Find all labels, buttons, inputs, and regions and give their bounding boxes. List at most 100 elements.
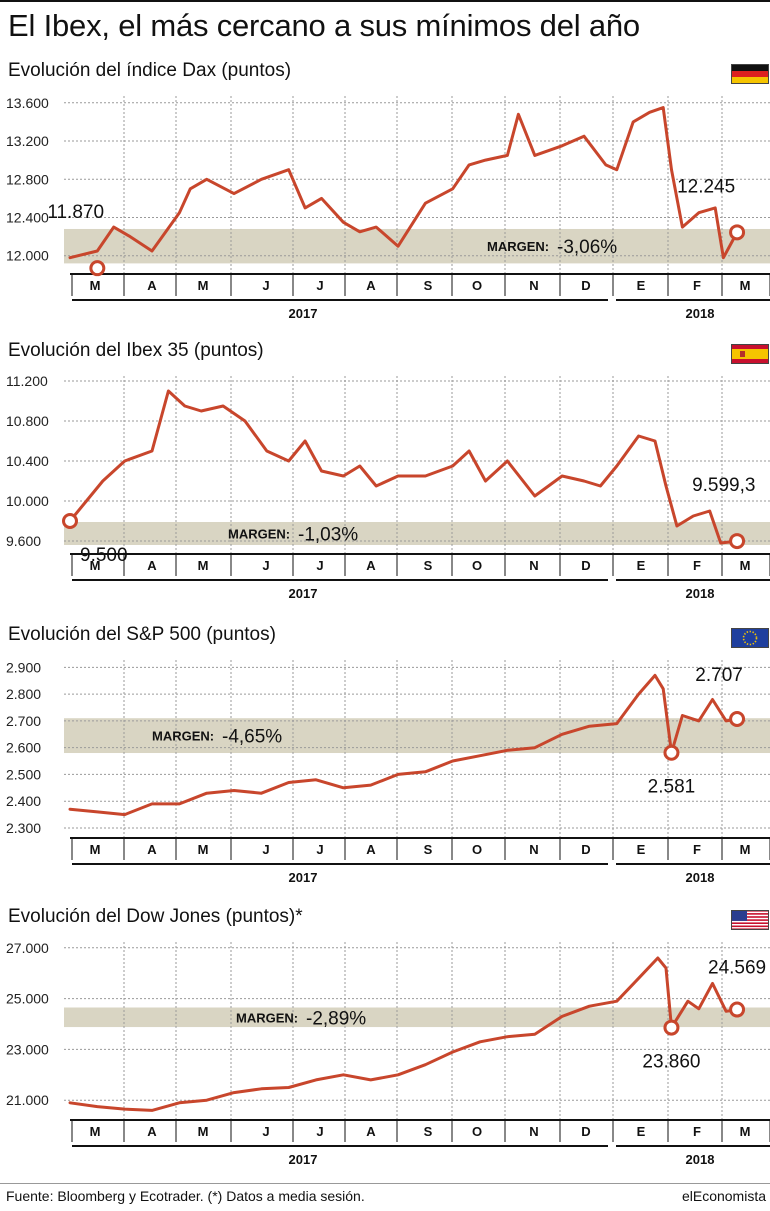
margin-label: MARGEN: -3,06%	[487, 237, 617, 258]
month-label: A	[147, 1124, 157, 1139]
month-label: M	[740, 558, 751, 573]
month-label: E	[637, 842, 646, 857]
usa-flag-icon	[731, 910, 769, 930]
month-label: O	[472, 558, 482, 573]
y-tick-label: 25.000	[6, 991, 49, 1007]
year-label: 2018	[686, 870, 715, 885]
month-label: M	[90, 1124, 101, 1139]
sp500-chart: 2.300 2.400 2.500 2.600 2.700 2.800 2.900 M A M J J…	[6, 659, 770, 885]
month-label: D	[581, 1124, 590, 1139]
footer-rule	[0, 1183, 770, 1184]
year-label: 2017	[289, 306, 318, 321]
month-label: J	[316, 1124, 323, 1139]
y-tick-label: 10.000	[6, 493, 49, 509]
month-label: S	[424, 558, 433, 573]
index-series-line	[68, 956, 739, 1112]
callout-label: 9.500	[80, 545, 128, 566]
month-label: M	[740, 842, 751, 857]
month-label: E	[637, 278, 646, 293]
month-label: O	[472, 842, 482, 857]
dax-chart: 12.000 12.400 12.800 13.200 13.600 M A M J J A S O N D…	[6, 95, 770, 321]
margin-value-text: -1,03%	[298, 525, 358, 546]
month-label: A	[147, 842, 157, 857]
month-label: E	[637, 1124, 646, 1139]
y-tick-label: 21.000	[6, 1092, 49, 1108]
year-label: 2017	[289, 586, 318, 601]
callout-marker	[729, 224, 746, 241]
month-label: S	[424, 842, 433, 857]
margin-value-text: -2,89%	[306, 1008, 366, 1029]
germany-flag-icon	[731, 64, 769, 84]
month-label: J	[316, 558, 323, 573]
margin-label: MARGEN: -2,89%	[236, 1008, 366, 1029]
month-label: N	[529, 558, 538, 573]
month-label: J	[262, 842, 269, 857]
top-rule	[0, 0, 770, 2]
month-label: A	[366, 558, 376, 573]
month-label: F	[693, 842, 701, 857]
month-label: N	[529, 1124, 538, 1139]
year-label: 2017	[289, 870, 318, 885]
month-label: M	[90, 842, 101, 857]
margin-value-text: -3,06%	[557, 237, 617, 258]
y-tick-label: 2.400	[6, 793, 41, 809]
margin-label-text: MARGEN:	[487, 239, 549, 254]
month-label: A	[366, 842, 376, 857]
month-label: E	[637, 558, 646, 573]
y-tick-label: 13.600	[6, 95, 49, 111]
month-label: F	[693, 1124, 701, 1139]
callout-marker	[729, 1001, 746, 1018]
margin-label: MARGEN: -4,65%	[152, 727, 282, 748]
chart-title: Evolución del Ibex 35 (puntos)	[8, 340, 264, 361]
margin-band	[64, 228, 770, 264]
callout-label: 23.860	[642, 1052, 700, 1073]
month-label: S	[424, 278, 433, 293]
month-label: D	[581, 278, 590, 293]
month-label: M	[198, 1124, 209, 1139]
sp500-chart-panel: Evolución del S&P 500 (puntos) 2.300 2.40…	[0, 624, 770, 904]
chart-title: Evolución del índice Dax (puntos)	[8, 60, 292, 81]
month-label: D	[581, 842, 590, 857]
chart-title: Evolución del Dow Jones (puntos)*	[8, 906, 303, 927]
callout-label: 11.870	[47, 202, 104, 223]
callout-label: 24.569	[708, 958, 766, 979]
y-tick-label: 12.400	[6, 210, 49, 226]
month-label: M	[198, 842, 209, 857]
chart-title: Evolución del S&P 500 (puntos)	[8, 624, 276, 645]
month-label: F	[693, 278, 701, 293]
y-tick-label: 12.800	[6, 171, 49, 187]
callout-label: 9.599,3	[692, 475, 755, 496]
year-label: 2017	[289, 1152, 318, 1167]
month-label: J	[262, 278, 269, 293]
month-label: M	[198, 558, 209, 573]
index-series-line	[68, 389, 739, 545]
callout-marker	[663, 1019, 680, 1036]
y-tick-label: 10.400	[6, 453, 49, 469]
margin-band	[64, 1007, 770, 1028]
footer-source: Fuente: Bloomberg y Ecotrader. (*) Datos…	[6, 1188, 365, 1204]
month-label: A	[147, 278, 157, 293]
month-label: M	[740, 278, 751, 293]
margin-label-text: MARGEN:	[228, 527, 290, 542]
y-tick-label: 11.200	[6, 373, 48, 389]
margin-value-text: -4,65%	[222, 727, 282, 748]
margin-label-text: MARGEN:	[152, 729, 214, 744]
margin-label: MARGEN: -1,03%	[228, 525, 358, 546]
y-tick-label: 9.600	[6, 533, 41, 549]
month-label: M	[198, 278, 209, 293]
year-label: 2018	[686, 306, 715, 321]
y-tick-label: 27.000	[6, 940, 49, 956]
callout-label: 12.245	[677, 176, 735, 197]
month-label: F	[693, 558, 701, 573]
month-label: J	[316, 278, 323, 293]
eu-flag-icon	[731, 628, 769, 648]
month-label: J	[316, 842, 323, 857]
callout-label: 2.581	[648, 777, 696, 798]
dowjones-chart: 21.000 23.000 25.000 27.000 M A M J J A S O N D E F M 201…	[6, 940, 770, 1167]
callout-marker	[62, 513, 78, 529]
footer-brand: elEconomista	[681, 1188, 766, 1204]
month-label: M	[90, 278, 101, 293]
callout-marker	[89, 260, 106, 277]
y-tick-label: 12.000	[6, 248, 49, 264]
y-tick-label: 2.600	[6, 740, 41, 756]
